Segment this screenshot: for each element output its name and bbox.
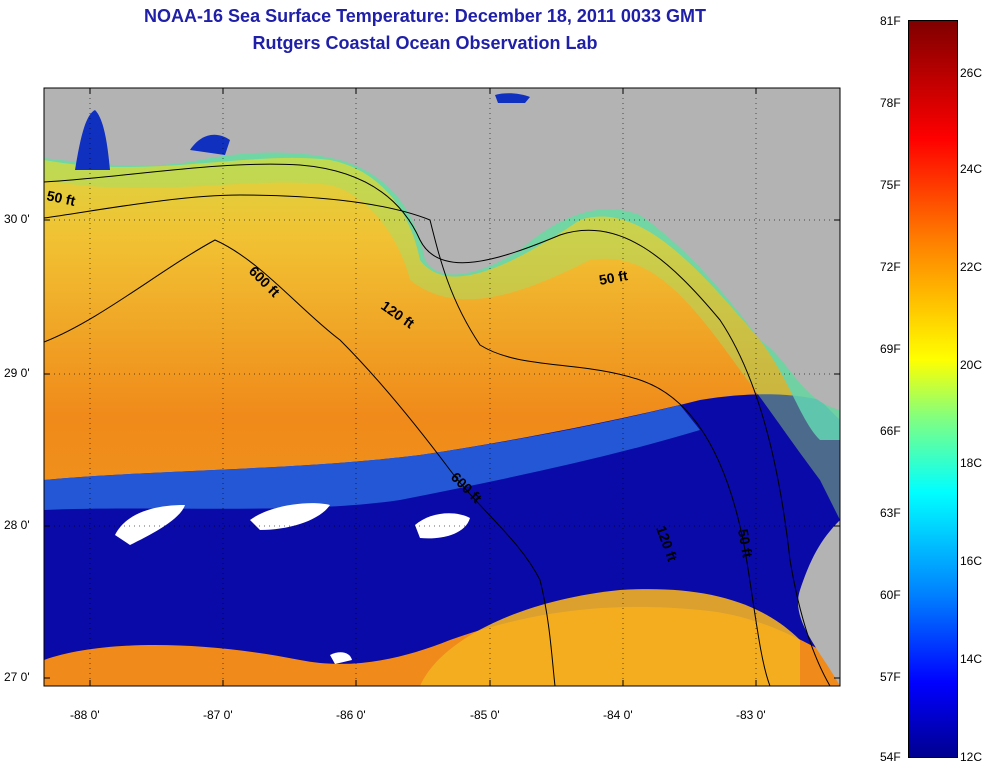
colorbar-c-label: 18C — [960, 456, 983, 470]
depth-contours — [44, 163, 831, 686]
colorbar-f-label: 57F — [880, 670, 901, 684]
colorbar-f-label: 69F — [880, 342, 901, 356]
lat-label: 27 0' — [4, 670, 30, 684]
map-frame — [43, 87, 841, 687]
lat-label: 30 0' — [4, 212, 30, 226]
temperature-colorbar — [908, 20, 958, 758]
contour-label: 50 ft — [735, 528, 756, 559]
cloud — [115, 505, 185, 545]
colorbar-f-label: 60F — [880, 588, 901, 602]
land-mass — [44, 88, 840, 410]
colorbar-f-label: 54F — [880, 750, 901, 764]
colorbar-f-label: 81F — [880, 14, 901, 28]
mobile-bay — [75, 110, 110, 170]
lon-label: -88 0' — [70, 708, 100, 722]
colorbar-f-label: 78F — [880, 96, 901, 110]
map-title: NOAA-16 Sea Surface Temperature: Decembe… — [144, 6, 706, 26]
lon-label: -87 0' — [203, 708, 233, 722]
colorbar-c-label: 20C — [960, 358, 983, 372]
lon-label: -84 0' — [603, 708, 633, 722]
map-subtitle: Rutgers Coastal Ocean Observation Lab — [252, 33, 598, 53]
colorbar-c-label: 22C — [960, 260, 983, 274]
lon-label: -85 0' — [470, 708, 500, 722]
colorbar-c-label: 26C — [960, 66, 983, 80]
contour-label: 50 ft — [598, 267, 629, 288]
cloud — [415, 513, 470, 539]
colorbar-c-label: 12C — [960, 750, 983, 764]
colorbar-f-label: 66F — [880, 424, 901, 438]
lon-label: -83 0' — [736, 708, 766, 722]
contour-label: 50 ft — [45, 187, 77, 209]
cloud — [250, 503, 330, 530]
colorbar-c-label: 24C — [960, 162, 983, 176]
lat-label: 28 0' — [4, 518, 30, 532]
lat-label: 29 0' — [4, 366, 30, 380]
lon-label: -86 0' — [336, 708, 366, 722]
colorbar-c-label: 14C — [960, 652, 983, 666]
colorbar-f-label: 63F — [880, 506, 901, 520]
colorbar-f-label: 72F — [880, 260, 901, 274]
colorbar-c-label: 16C — [960, 554, 983, 568]
colorbar-f-label: 75F — [880, 178, 901, 192]
